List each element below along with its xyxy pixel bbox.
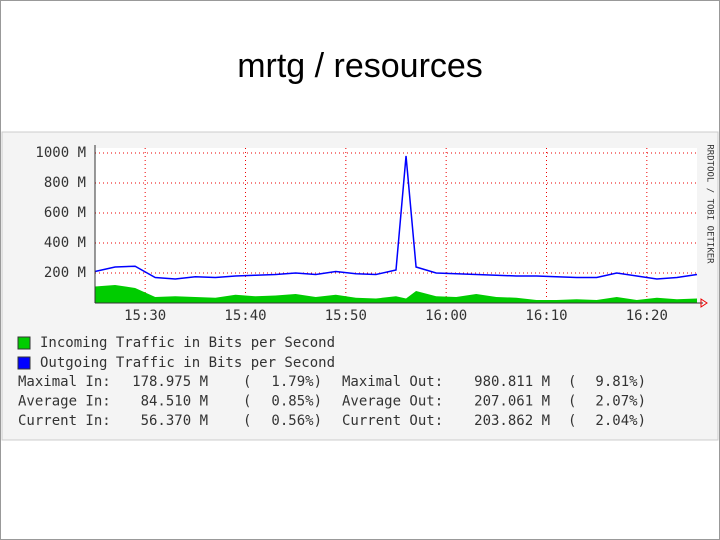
stat-cell: 203.862 M — [474, 413, 550, 429]
stat-cell: 0.56%) — [271, 413, 322, 429]
stat-cell: ( — [243, 394, 251, 410]
x-tick-label: 16:00 — [425, 308, 467, 324]
stat-cell: 84.510 M — [141, 394, 208, 410]
x-tick-label: 16:20 — [626, 308, 668, 324]
y-tick-label: 1000 M — [35, 145, 86, 161]
stat-cell: 178.975 M — [132, 374, 208, 390]
stat-cell: Average In: — [18, 394, 111, 410]
x-tick-label: 15:50 — [325, 308, 367, 324]
stat-cell: 2.04%) — [595, 413, 646, 429]
incoming-area — [95, 285, 697, 303]
x-tick-label: 15:30 — [124, 308, 166, 324]
stat-cell: 9.81%) — [595, 374, 646, 390]
stat-cell: 2.07%) — [595, 394, 646, 410]
legend-label: Outgoing Traffic in Bits per Second — [40, 355, 335, 371]
axis-arrow — [700, 298, 708, 308]
stat-cell: ( — [568, 413, 576, 429]
x-tick-label: 16:10 — [525, 308, 567, 324]
stat-cell: ( — [568, 394, 576, 410]
stat-cell: ( — [568, 374, 576, 390]
stat-cell: 207.061 M — [474, 394, 550, 410]
side-label: RRDTOOL / TOBI OETIKER — [705, 144, 715, 264]
slide-title: mrtg / resources — [237, 47, 483, 85]
legend-label: Incoming Traffic in Bits per Second — [40, 335, 335, 351]
outgoing-line — [94, 155, 698, 280]
stat-cell: 0.85%) — [271, 394, 322, 410]
y-tick-label: 800 M — [44, 175, 86, 191]
y-tick-label: 600 M — [44, 205, 86, 221]
stat-cell: Maximal In: — [18, 374, 111, 390]
stat-cell: Current Out: — [342, 413, 443, 429]
stat-cell: ( — [243, 374, 251, 390]
stat-cell: Average Out: — [342, 394, 443, 410]
stat-cell: ( — [243, 413, 251, 429]
y-tick-label: 400 M — [44, 235, 86, 251]
stat-cell: 1.79%) — [271, 374, 322, 390]
stat-cell: Maximal Out: — [342, 374, 443, 390]
legend-swatch — [17, 336, 31, 350]
plot-area — [95, 148, 697, 303]
stat-cell: 980.811 M — [474, 374, 550, 390]
stat-cell: 56.370 M — [141, 413, 208, 429]
x-tick-label: 15:40 — [224, 308, 266, 324]
legend-swatch — [17, 356, 31, 370]
stat-cell: Current In: — [18, 413, 111, 429]
y-tick-label: 200 M — [44, 265, 86, 281]
